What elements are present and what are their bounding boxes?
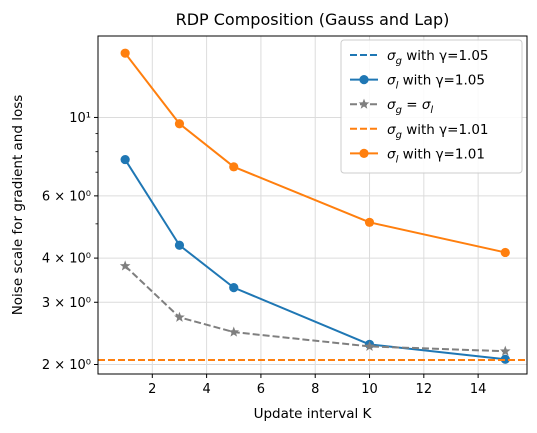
data-point [228,326,240,337]
y-tick-label: 4 × 10⁰ [42,252,91,267]
legend-entry: σl​ with γ=1.05 [350,73,485,92]
data-point [229,162,239,172]
x-tick-label: 6 [257,382,265,397]
x-tick-label: 12 [416,382,433,397]
y-tick-label: 3 × 10⁰ [42,296,91,311]
legend-box [340,39,523,174]
plot-data [98,48,527,364]
x-tick-label: 10 [361,382,378,397]
chart-title: RDP Composition (Gauss and Lap) [176,10,450,29]
legend-entry: σg​ with γ=1.01 [350,122,489,141]
legend-entry: σg​ with γ=1.05 [350,48,489,67]
x-tick-label: 8 [311,382,319,397]
data-point [500,247,510,258]
data-point [364,340,375,351]
x-axis-label: Update interval K [254,406,373,422]
legend-entry: σl​ with γ=1.01 [350,146,485,165]
legend-label: σg​ = σl​ [387,97,433,116]
legend-label: σl​ with γ=1.01 [387,146,485,165]
data-point [499,345,511,356]
y-tick-label: 6 × 10⁰ [42,189,91,204]
y-tick-label: 10¹ [69,111,91,126]
legend-marker [359,75,369,85]
data-point [174,240,185,250]
legend-label: σg​ with γ=1.05 [387,48,489,67]
data-point [120,154,130,165]
x-tick-label: 2 [148,382,156,397]
axis-ticks: 2 4 6 8 10 12 14 2 × 10⁰ 3 × 10⁰ 4 × 10⁰ 6 × 10⁰ 10… [42,111,487,397]
legend-marker [358,98,370,109]
x-tick-label: 4 [202,382,210,397]
legend: σg​ with γ=1.05 σl​ with γ=1.05 σg​ = σl​ σ… [340,39,523,174]
x-tick-label: 14 [470,382,487,397]
legend-entry: σg​ = σl​ [350,97,433,116]
data-point [120,48,130,58]
data-point [364,217,375,227]
data-point [500,354,510,364]
plot-frame [97,35,528,375]
data-point [229,283,239,293]
series-4 [120,48,510,258]
legend-label: σl​ with γ=1.05 [387,73,485,92]
data-point [174,311,185,322]
series-2 [119,260,511,356]
data-point [119,260,131,271]
legend-label: σg​ with γ=1.01 [387,122,489,141]
y-tick-label: 2 × 10⁰ [42,358,91,373]
y-axis-label: Noise scale for gradient and loss [10,95,26,316]
data-point [174,119,185,129]
legend-marker [359,148,369,158]
